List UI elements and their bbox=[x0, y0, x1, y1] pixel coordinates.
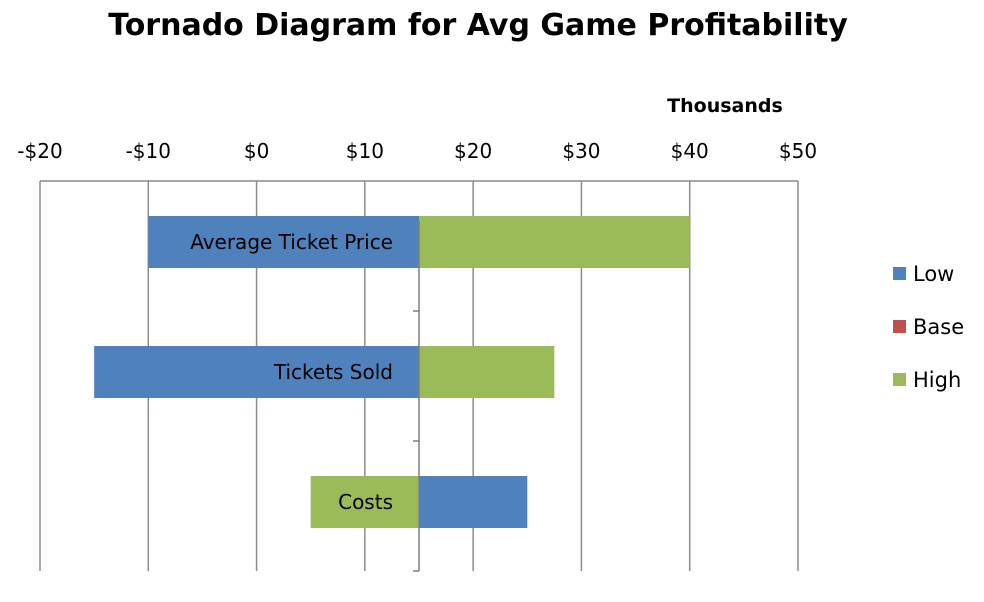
category-labels: Average Ticket Price Tickets Sold Costs bbox=[190, 230, 393, 514]
legend-label: Base bbox=[913, 315, 964, 339]
bar-low bbox=[94, 346, 420, 398]
bars bbox=[94, 216, 690, 528]
bar-high bbox=[419, 346, 555, 398]
legend-swatch bbox=[893, 373, 906, 386]
legend-swatch bbox=[893, 320, 906, 333]
category-label: Tickets Sold bbox=[273, 360, 393, 384]
x-tick-label: $30 bbox=[562, 139, 600, 163]
x-tick-label: $40 bbox=[671, 139, 709, 163]
x-tick-label: $10 bbox=[346, 139, 384, 163]
legend-swatch bbox=[893, 267, 906, 280]
category-label: Average Ticket Price bbox=[190, 230, 393, 254]
bar-high bbox=[310, 476, 419, 528]
bar-high bbox=[419, 216, 690, 268]
category-label: Costs bbox=[338, 490, 393, 514]
legend-label: Low bbox=[913, 262, 954, 286]
x-tick-label: -$20 bbox=[17, 139, 62, 163]
axis-units-label: Thousands bbox=[667, 95, 783, 117]
bar-low bbox=[148, 216, 420, 268]
x-tick-label: $20 bbox=[454, 139, 492, 163]
legend-label: High bbox=[913, 368, 961, 392]
x-axis-ticks: -$20 -$10 $0 $10 $20 $30 $40 $50 bbox=[17, 139, 817, 163]
x-tick-label: $0 bbox=[244, 139, 269, 163]
legend: Low Base High bbox=[893, 262, 964, 392]
base-axis bbox=[413, 221, 420, 572]
x-tick-label: $50 bbox=[779, 139, 817, 163]
x-tick-label: -$10 bbox=[126, 139, 171, 163]
bar-low bbox=[419, 476, 528, 528]
chart-title: Tornado Diagram for Avg Game Profitabili… bbox=[108, 8, 848, 43]
